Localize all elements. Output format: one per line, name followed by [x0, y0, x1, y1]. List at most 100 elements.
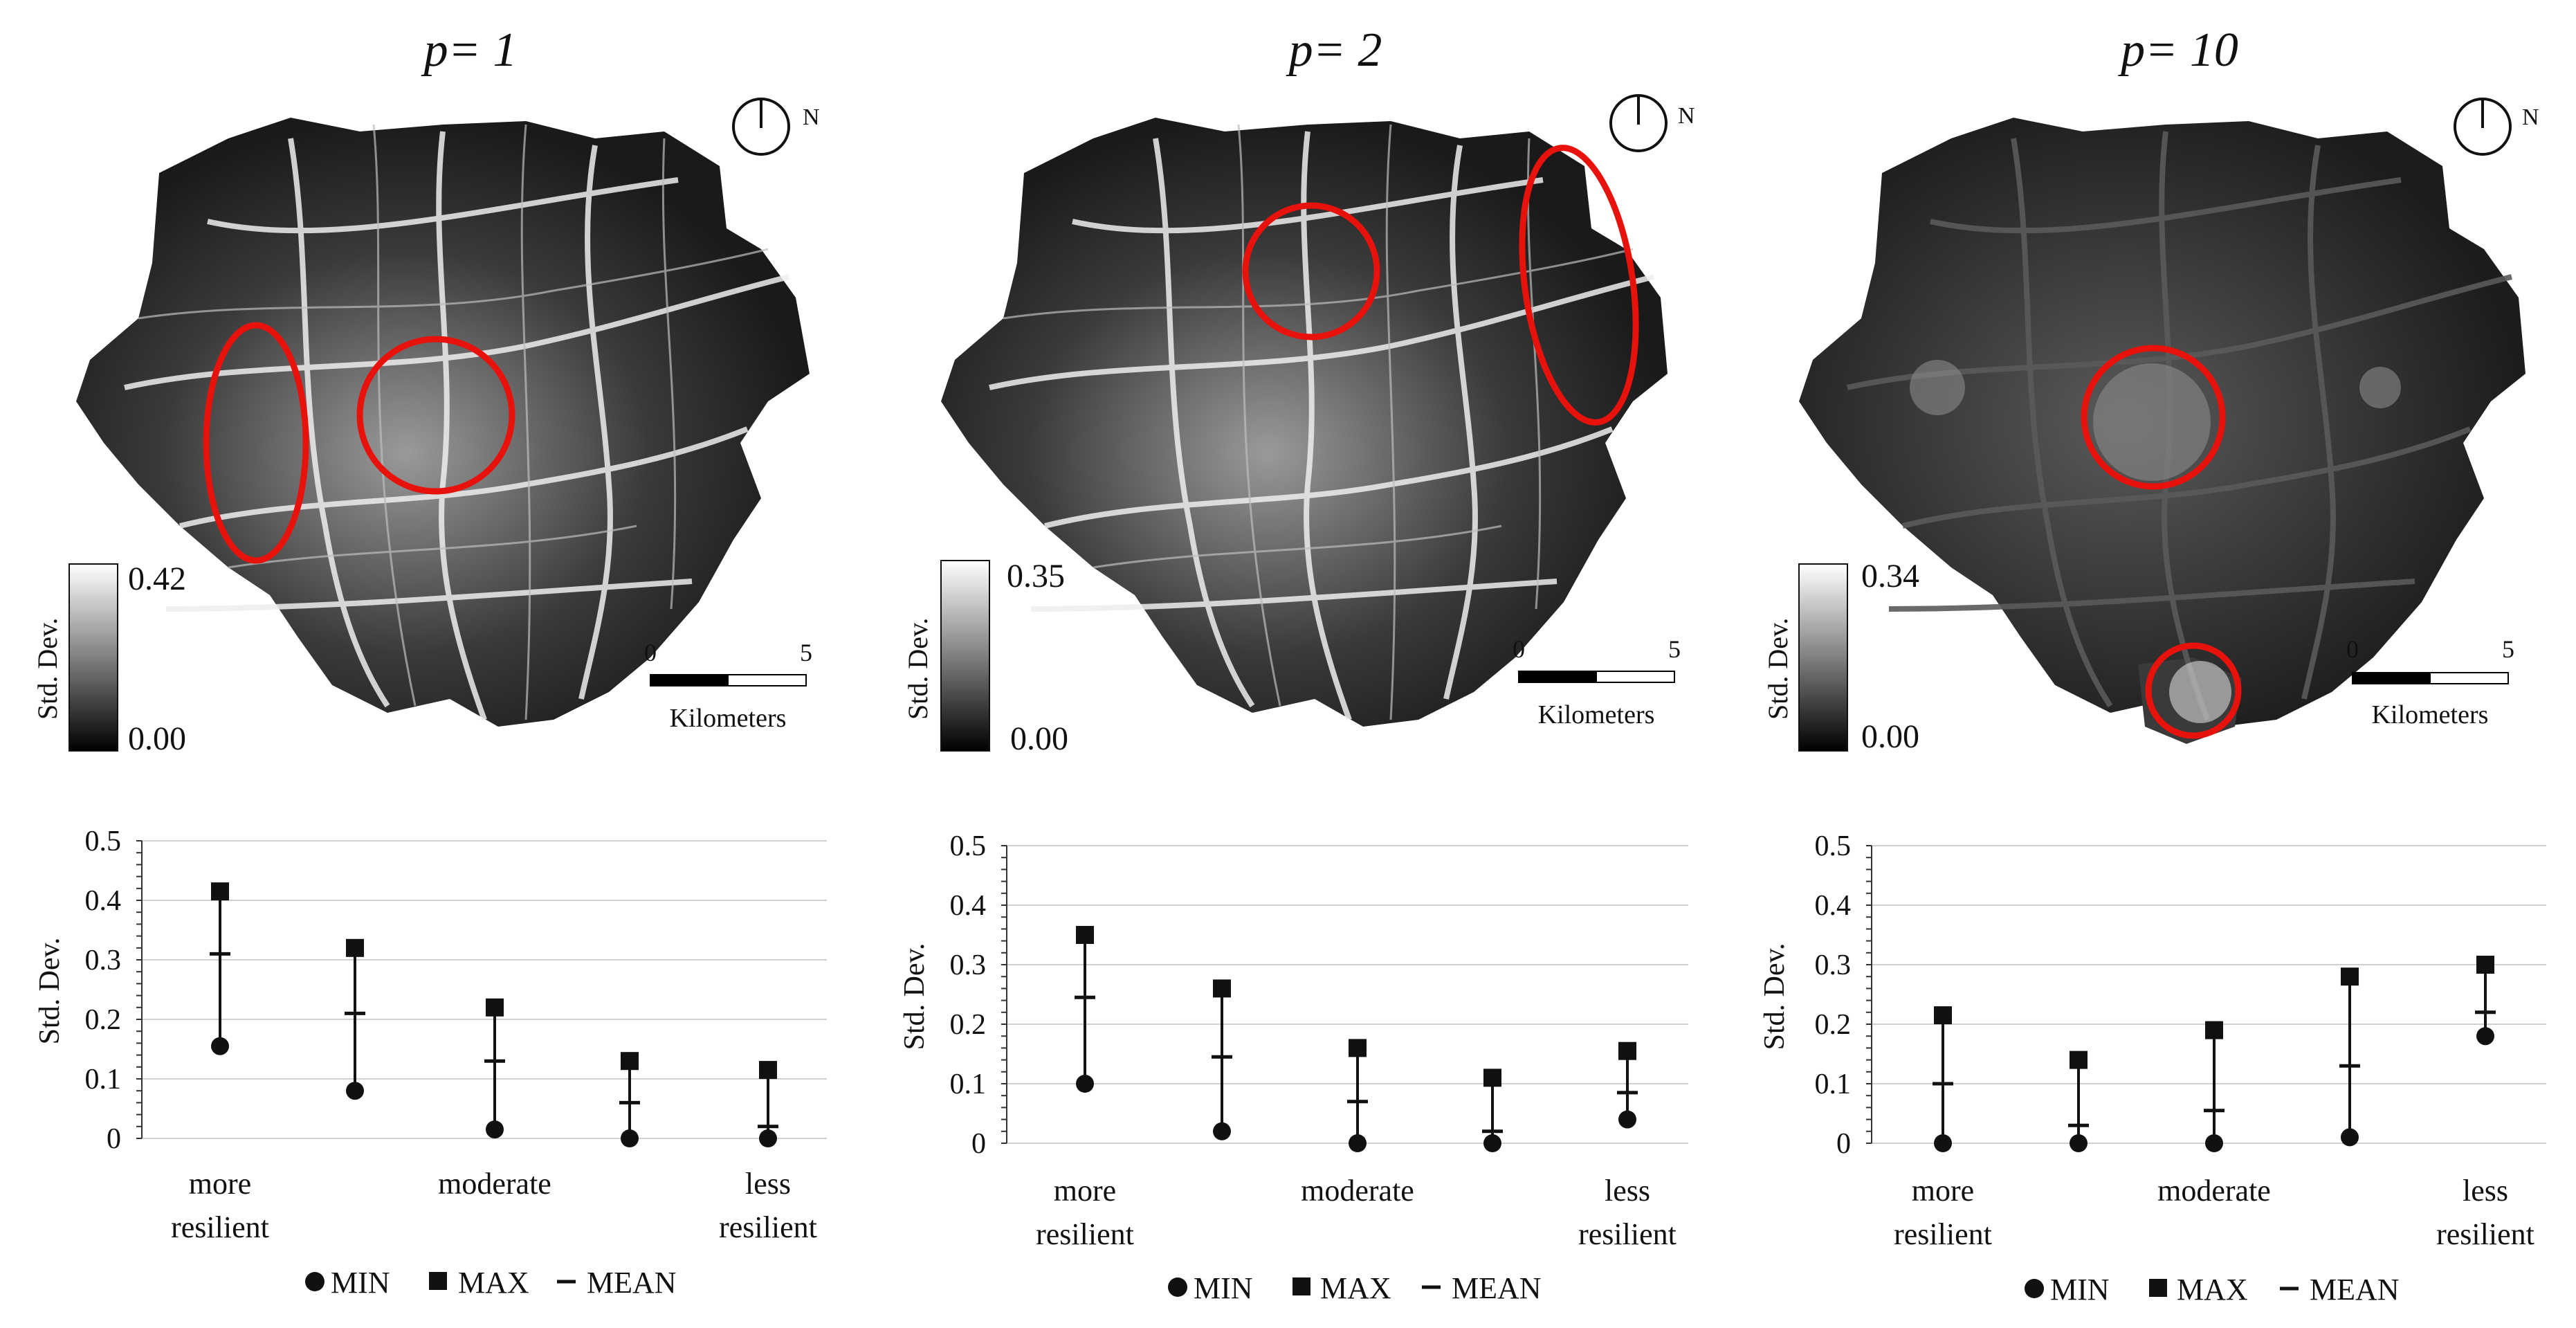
scale-unit: Kilometers [1538, 700, 1655, 729]
y-tick-label: 0.5 [950, 830, 987, 862]
y-tick-label: 0.3 [1815, 949, 1852, 981]
y-tick-label: 0 [971, 1128, 986, 1160]
y-tick-label: 0.5 [85, 826, 122, 857]
map: N Std. Dev. 0.35 0.00 0 5 Kilometers [902, 94, 1695, 757]
x-label-less: less [745, 1167, 791, 1201]
highlight-circle [2081, 345, 2226, 490]
color-legend: Std. Dev. 0.34 0.00 [1762, 558, 1919, 755]
min-marker [1483, 1134, 1501, 1152]
road-network [124, 131, 789, 721]
scale-bar: 0 5 Kilometers [644, 639, 812, 733]
legend-min-marker [1168, 1277, 1187, 1297]
legend-mean-label: MEAN [1452, 1271, 1542, 1305]
y-axis-label: Std. Dev. [899, 943, 931, 1050]
legend: MIN MAX MEAN [1168, 1271, 1542, 1305]
plot-area: 0 0.1 0.2 0.3 0.4 0.5 [1815, 830, 2546, 1160]
legend-max: 0.34 [1861, 558, 1919, 594]
city-area [941, 118, 1668, 727]
max-marker [621, 1052, 639, 1071]
min-marker [2205, 1134, 2223, 1152]
y-tick-label: 0.2 [1815, 1009, 1852, 1041]
legend-title: Std. Dev. [1762, 618, 1793, 720]
legend-max: 0.42 [128, 561, 186, 597]
color-legend: Std. Dev. 0.35 0.00 [902, 558, 1068, 757]
scale-start: 0 [644, 639, 657, 666]
highlight-circle [1242, 202, 1380, 340]
min-marker [1618, 1110, 1636, 1129]
scale-end: 5 [800, 639, 812, 666]
legend-max-label: MAX [2177, 1273, 2248, 1307]
north-label: N [1678, 103, 1695, 129]
chart: Std. Dev. 0 0.1 0.2 0.3 0.4 0.5 more resilien… [1759, 830, 2546, 1307]
y-axis-label: Std. Dev. [1759, 943, 1791, 1050]
min-marker [621, 1129, 639, 1147]
x-label-moderate: moderate [438, 1167, 551, 1201]
max-marker [1934, 1006, 1952, 1025]
x-label-more: more [189, 1167, 251, 1201]
legend-min-label: MIN [331, 1266, 390, 1300]
max-marker [2070, 1050, 2088, 1069]
x-label-moderate: moderate [2157, 1174, 2271, 1208]
legend-max-label: MAX [458, 1266, 529, 1300]
north-arrow: N [732, 98, 820, 156]
legend-max-marker [2149, 1279, 2167, 1297]
min-marker [486, 1120, 504, 1139]
highlight-circle [203, 322, 309, 564]
y-tick-label: 0.3 [950, 949, 987, 981]
legend: MIN MAX MEAN [2025, 1273, 2400, 1307]
legend-min: 0.00 [1010, 720, 1068, 757]
legend-mean-label: MEAN [587, 1266, 677, 1300]
min-marker [2070, 1134, 2088, 1152]
x-label-more: more [1912, 1174, 1974, 1208]
panel-1: p= 1 [32, 24, 827, 1300]
x-category-labels: more resilient moderate less resilient [1894, 1174, 2534, 1251]
y-tick-label: 0 [1836, 1128, 1851, 1160]
panel-3: p= 10 [1759, 24, 2546, 1307]
legend-max-marker [1292, 1277, 1310, 1295]
max-marker [1349, 1039, 1367, 1057]
legend-min: 0.00 [1861, 718, 1919, 755]
max-marker [2205, 1021, 2223, 1039]
x-label-resilient: resilient [171, 1210, 269, 1244]
min-marker [346, 1082, 364, 1100]
city-area [76, 118, 810, 727]
legend-title: Std. Dev. [902, 618, 933, 720]
x-label-more: more [1054, 1174, 1116, 1208]
x-label-less: less [2463, 1174, 2508, 1208]
x-label-resilient: resilient [1036, 1217, 1134, 1251]
map: N Std. Dev. 0.42 0.00 0 5 Kilometers [32, 98, 820, 757]
min-marker [759, 1129, 777, 1147]
chart: Std. Dev. 0 0.1 0.2 0.3 0.4 0.5 more resilien… [34, 826, 827, 1300]
y-tick-label: 0 [107, 1123, 121, 1155]
north-arrow: N [2454, 98, 2539, 156]
scale-end: 5 [2502, 635, 2514, 663]
scale-unit: Kilometers [670, 704, 787, 733]
min-marker [211, 1037, 229, 1055]
y-tick-label: 0.4 [1815, 890, 1852, 922]
scale-start: 0 [2346, 635, 2359, 663]
y-tick-label: 0.1 [1815, 1068, 1852, 1100]
highlight-circle [2145, 642, 2242, 739]
color-legend: Std. Dev. 0.42 0.00 [32, 561, 186, 757]
x-label-moderate: moderate [1301, 1174, 1414, 1208]
max-marker [2341, 967, 2359, 986]
min-marker [1349, 1134, 1367, 1152]
road-network-minor [138, 124, 769, 720]
map: N Std. Dev. 0.34 0.00 0 5 Kilometers [1762, 98, 2539, 755]
max-marker [759, 1061, 777, 1080]
legend-min: 0.00 [128, 720, 186, 757]
scale-start: 0 [1513, 635, 1525, 663]
legend-mean-label: MEAN [2310, 1273, 2400, 1307]
x-label-resilient: resilient [1578, 1217, 1677, 1251]
max-marker [1618, 1042, 1636, 1060]
plot-area: 0 0.1 0.2 0.3 0.4 0.5 [85, 826, 827, 1155]
y-tick-label: 0.1 [950, 1068, 987, 1100]
panel-title: p= 2 [1286, 24, 1382, 77]
x-label-resilient: resilient [2436, 1217, 2534, 1251]
legend-max-marker [429, 1272, 447, 1290]
max-marker [1213, 979, 1231, 998]
y-tick-label: 0.1 [85, 1064, 122, 1095]
panel-title: p= 10 [2117, 24, 2238, 77]
bright-patches [1910, 360, 2401, 723]
